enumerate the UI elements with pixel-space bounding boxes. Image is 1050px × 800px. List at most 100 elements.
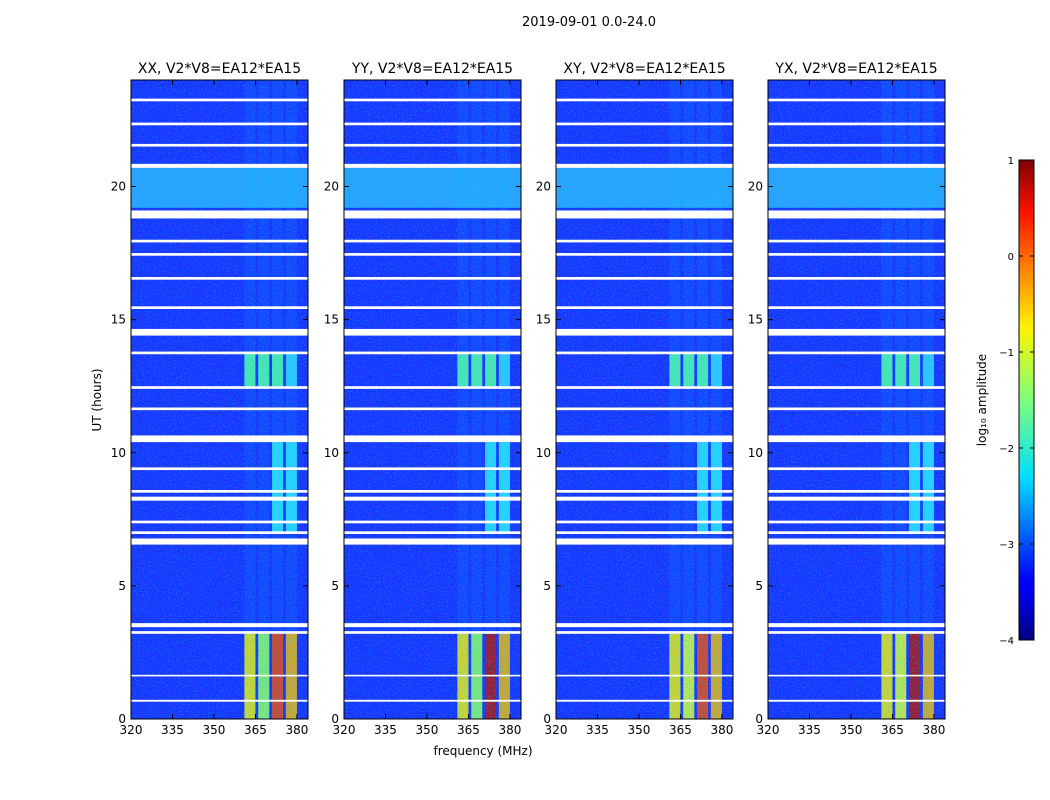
flagged-row: [556, 306, 733, 309]
y-tick-label: 0: [755, 712, 763, 726]
flagged-row: [768, 328, 945, 336]
heatmap-noise: [344, 80, 521, 719]
flagged-row: [344, 328, 521, 336]
x-tick-label: 335: [374, 723, 397, 737]
panel-title: XY, V2*V8=EA12*EA15: [563, 61, 725, 77]
x-tick-label: 365: [881, 723, 904, 737]
flagged-row: [768, 163, 945, 168]
flagged-row: [556, 674, 733, 677]
y-tick-label: 20: [324, 180, 339, 194]
flagged-row: [768, 143, 945, 147]
flagged-row: [344, 531, 521, 534]
colorbar-tick-label: −2: [999, 444, 1014, 455]
y-tick-label: 15: [536, 313, 551, 327]
flagged-row: [768, 490, 945, 493]
y-tick-label: 20: [111, 180, 126, 194]
flagged-row: [556, 210, 733, 219]
flagged-row: [344, 210, 521, 219]
flagged-row: [131, 122, 308, 126]
x-axis-label: frequency (MHz): [433, 744, 532, 758]
flagged-row: [131, 277, 308, 280]
panel-frame: [130, 79, 309, 720]
flagged-row: [131, 143, 308, 147]
flagged-row: [768, 98, 945, 102]
y-tick-label: 5: [755, 579, 763, 593]
flagged-row: [344, 699, 521, 702]
flagged-row: [131, 699, 308, 702]
spectrogram-panels: XX, V2*V8=EA12*EA15 320 335 350 365 380 0 5 10 15…: [111, 61, 946, 737]
flagged-row: [131, 351, 308, 355]
flagged-row: [768, 520, 945, 524]
flagged-row: [344, 496, 521, 501]
x-tick-label: 320: [333, 723, 356, 737]
flagged-row: [344, 351, 521, 355]
flagged-row: [768, 674, 945, 677]
flagged-row: [556, 490, 733, 493]
panel-frame: [767, 79, 946, 720]
flagged-row: [556, 122, 733, 126]
panel-xy: XY, V2*V8=EA12*EA15 320 335 350 365 380 0 5 10 15…: [536, 61, 734, 737]
y-tick-label: 5: [543, 579, 551, 593]
flagged-row: [131, 490, 308, 493]
flagged-row: [344, 277, 521, 280]
panel-title: XX, V2*V8=EA12*EA15: [138, 61, 301, 77]
flagged-row: [556, 538, 733, 545]
x-tick-label: 380: [285, 723, 308, 737]
flagged-row: [556, 520, 733, 524]
flagged-row: [556, 253, 733, 256]
flagged-row: [556, 351, 733, 355]
y-tick-label: 15: [111, 313, 126, 327]
flagged-row: [768, 306, 945, 309]
flagged-row: [344, 631, 521, 634]
panel-plot-area: [131, 80, 308, 719]
x-tick-label: 335: [798, 723, 821, 737]
flagged-row: [768, 351, 945, 355]
flagged-row: [768, 277, 945, 280]
flagged-row: [768, 435, 945, 443]
flagged-row: [768, 496, 945, 501]
flagged-row: [768, 531, 945, 534]
flagged-row: [131, 386, 308, 389]
flagged-row: [344, 386, 521, 389]
panel-title: YX, V2*V8=EA12*EA15: [774, 61, 937, 77]
flagged-row: [556, 163, 733, 168]
y-tick-label: 0: [331, 712, 339, 726]
flagged-row: [344, 520, 521, 524]
flagged-row: [768, 122, 945, 126]
flagged-row: [556, 531, 733, 534]
flagged-row: [556, 386, 733, 389]
y-tick-label: 10: [748, 446, 763, 460]
flagged-row: [131, 407, 308, 411]
flagged-row: [131, 163, 308, 168]
flagged-row: [131, 328, 308, 336]
flagged-row: [556, 328, 733, 336]
x-tick-label: 380: [922, 723, 945, 737]
flagged-row: [556, 277, 733, 280]
panel-plot-area: [768, 80, 945, 719]
flagged-row: [768, 623, 945, 628]
flagged-row: [768, 386, 945, 389]
flagged-row: [344, 674, 521, 677]
flagged-row: [344, 306, 521, 309]
flagged-row: [131, 306, 308, 309]
colorbar-gradient: [1018, 159, 1035, 641]
flagged-row: [131, 496, 308, 501]
flagged-row: [131, 531, 308, 534]
flagged-row: [768, 239, 945, 243]
flagged-row: [556, 496, 733, 501]
panel-title: YY, V2*V8=EA12*EA15: [351, 61, 513, 77]
x-tick-label: 365: [457, 723, 480, 737]
y-tick-label: 20: [536, 180, 551, 194]
panel-plot-area: [344, 80, 521, 719]
panel-xx: XX, V2*V8=EA12*EA15 320 335 350 365 380 0 5 10 15…: [111, 61, 309, 737]
flagged-row: [768, 699, 945, 702]
x-tick-label: 350: [840, 723, 863, 737]
flagged-row: [344, 98, 521, 102]
y-tick-label: 5: [118, 579, 126, 593]
flagged-row: [556, 143, 733, 147]
panel-yy: YY, V2*V8=EA12*EA15 320 335 350 365 380 0 5 10 15…: [324, 61, 522, 737]
y-tick-label: 5: [331, 579, 339, 593]
flagged-row: [556, 467, 733, 471]
x-tick-label: 335: [161, 723, 184, 737]
panel-frame: [343, 79, 522, 720]
